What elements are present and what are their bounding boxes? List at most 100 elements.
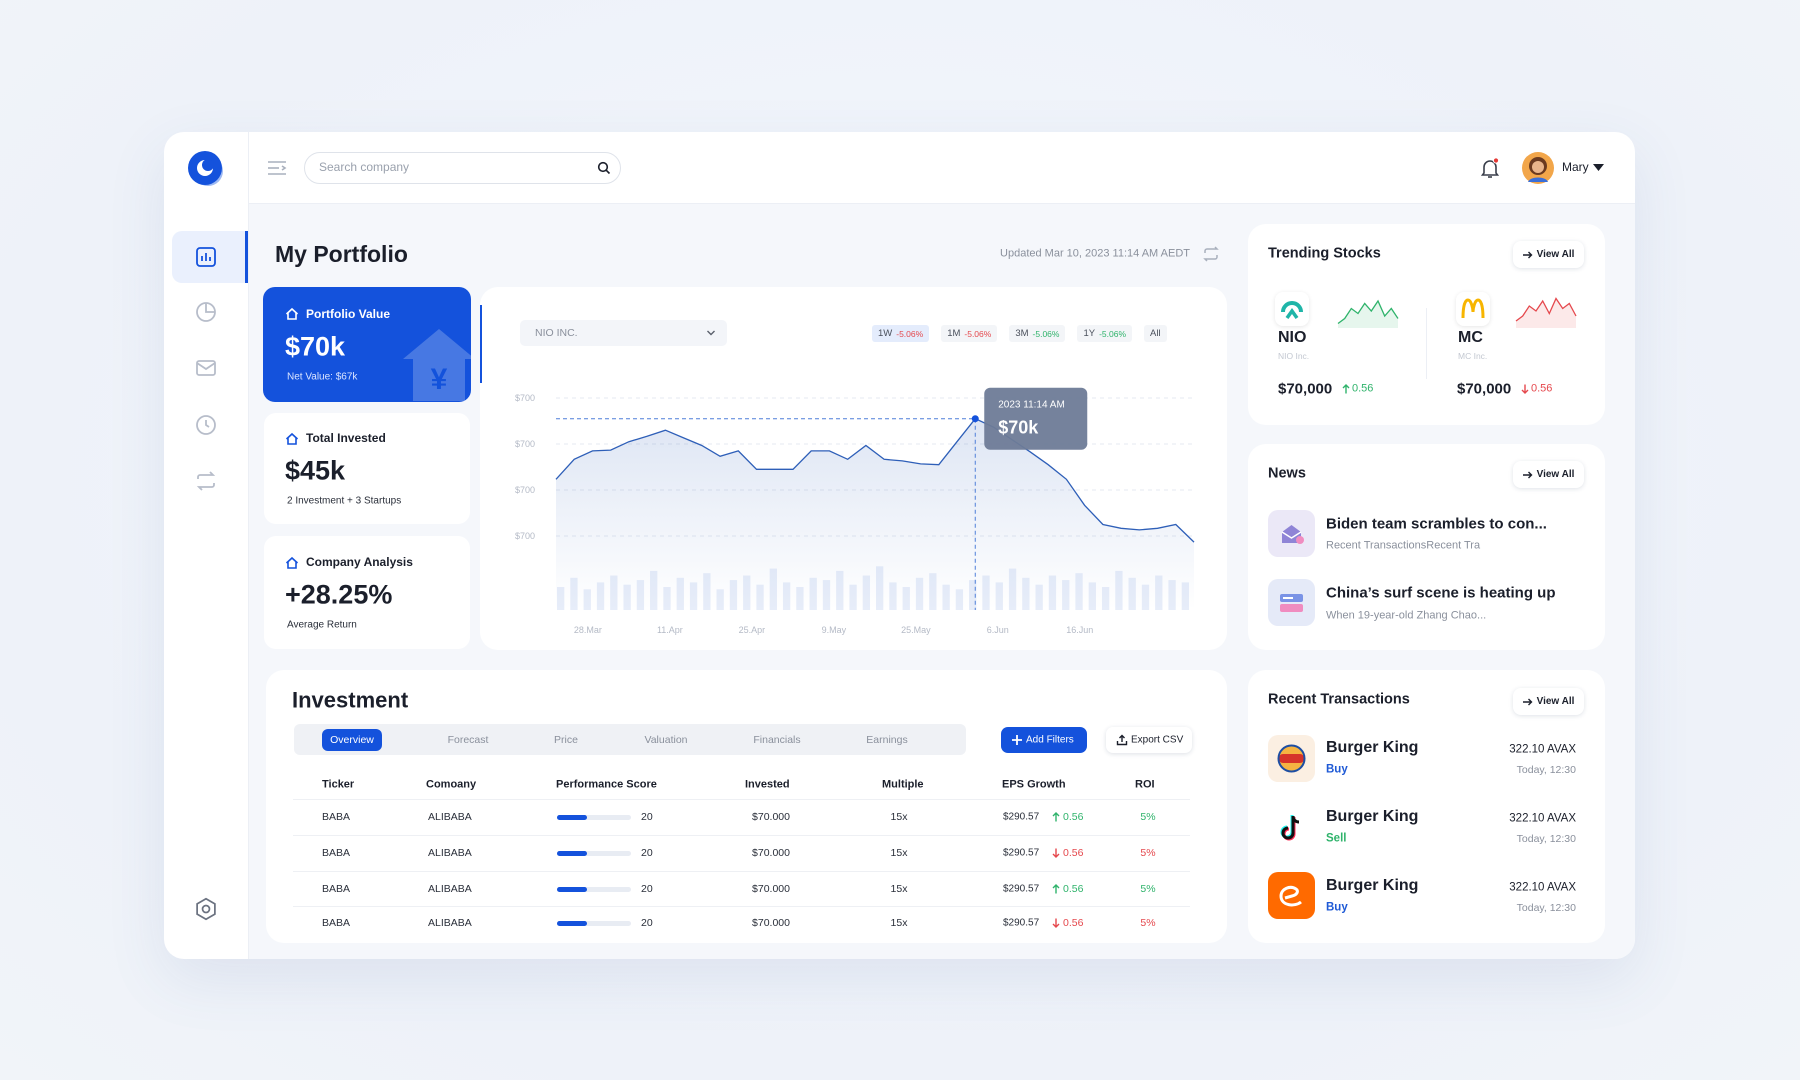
svg-text:¥: ¥: [431, 363, 448, 396]
stock-change: 0.56: [1531, 382, 1553, 395]
cell-eps: $290.57: [1003, 883, 1040, 895]
direction-arrow: [1342, 384, 1350, 394]
cell-ticker: BABA: [322, 916, 351, 929]
transaction-time: Today, 12:30: [1516, 901, 1576, 914]
nav-dashboard[interactable]: [194, 245, 218, 269]
transaction-amount: 322.10 AVAX: [1509, 812, 1576, 825]
y-tick-label: $700: [515, 485, 535, 495]
cell-invested: $70.000: [752, 882, 790, 895]
score-bar: [557, 850, 587, 856]
x-tick-label: 25.May: [901, 625, 931, 635]
nav-analytics[interactable]: [194, 300, 218, 324]
x-tick-label: 28.Mar: [574, 625, 602, 635]
sparkline-line: [1337, 299, 1399, 325]
mc-logo: [1456, 292, 1490, 326]
period-button[interactable]: 1M -5.06%: [941, 325, 998, 342]
row-divider: [293, 906, 1190, 907]
cell-eps: $290.57: [1003, 917, 1040, 929]
card-selector: [480, 305, 482, 383]
price-line: [555, 417, 1195, 543]
score-bar: [557, 814, 587, 820]
direction-arrow: [1052, 918, 1060, 928]
tab[interactable]: Overview: [330, 733, 374, 746]
user-avatar[interactable]: [1522, 152, 1554, 184]
search-icon[interactable]: [597, 161, 611, 175]
direction-arrow: [1052, 812, 1060, 822]
period-button[interactable]: 3M -5.06%: [1009, 325, 1066, 342]
logo[interactable]: [186, 149, 226, 189]
period-button[interactable]: 1W -5.06%: [872, 325, 930, 342]
tab[interactable]: Earnings: [866, 733, 908, 746]
company-analysis-card: [264, 536, 470, 649]
arrow-shape: [1052, 918, 1060, 928]
period-label: 1Y: [1083, 328, 1096, 339]
tab[interactable]: Valuation: [644, 733, 688, 746]
view-all-button[interactable]: View All: [1513, 461, 1584, 488]
sparkline: [1337, 299, 1399, 328]
card-note: Net Value: $67k: [287, 371, 358, 383]
cell-roi: 5%: [1140, 916, 1156, 929]
view-all-label: View All: [1536, 469, 1575, 480]
sparkline: [1515, 297, 1577, 328]
header-divider: [248, 203, 1635, 204]
company-dropdown[interactable]: [520, 320, 727, 346]
view-all-button[interactable]: View All: [1513, 688, 1584, 715]
nav-active-bg: [172, 231, 245, 283]
plus-icon: [1012, 735, 1022, 745]
period-change: -5.06%: [1099, 328, 1127, 339]
nav-transfers[interactable]: [194, 469, 218, 493]
nav-history[interactable]: [194, 413, 218, 437]
row-divider: [293, 799, 1190, 800]
period-label: All: [1150, 328, 1161, 339]
portfolio-watermark: ¥: [403, 329, 471, 401]
nio-logo: [1275, 292, 1309, 326]
portfolio-value-card: ¥: [263, 287, 471, 402]
view-all-label: View All: [1536, 696, 1575, 707]
x-tick-label: 9.May: [822, 625, 847, 635]
button-label: Add Filters: [1026, 734, 1074, 746]
nav-settings[interactable]: [193, 896, 219, 922]
arrow-icon: [1522, 698, 1533, 705]
tab-active-pill: [322, 729, 382, 751]
user-caret[interactable]: [1593, 164, 1604, 172]
arrow-shape: [1052, 884, 1060, 894]
tab[interactable]: Forecast: [447, 733, 489, 746]
tab[interactable]: Financials: [753, 733, 801, 746]
merchant-name[interactable]: Burger King: [1326, 876, 1419, 894]
score-bar: [557, 886, 587, 892]
news-headline[interactable]: China’s surf scene is heating up: [1326, 584, 1556, 602]
view-all-button[interactable]: View All: [1513, 241, 1584, 268]
column-header: EPS Growth: [1002, 778, 1066, 791]
export-icon: [1116, 734, 1128, 746]
cell-score: 20: [641, 916, 653, 929]
menu-toggle[interactable]: [266, 158, 288, 178]
merchant-name[interactable]: Burger King: [1326, 738, 1419, 756]
cell-multiple: 15x: [890, 916, 908, 929]
merchant-name[interactable]: Burger King: [1326, 807, 1419, 825]
period-button[interactable]: All: [1144, 325, 1167, 342]
tab[interactable]: Price: [554, 733, 578, 746]
arrow-icon: [1522, 251, 1533, 258]
news-thumb[interactable]: [1268, 510, 1315, 557]
nav-active-bar: [245, 231, 248, 283]
refresh[interactable]: [1202, 245, 1220, 263]
tab-bar: [294, 724, 966, 755]
news-thumb[interactable]: [1268, 579, 1315, 626]
export-csv-button[interactable]: [1106, 727, 1192, 753]
card-label: Portfolio Value: [306, 307, 391, 322]
card-note: 2 Investment + 3 Startups: [287, 495, 402, 507]
score-track: [557, 920, 631, 926]
user-name[interactable]: Mary: [1562, 160, 1589, 175]
mc-mark: [1461, 298, 1485, 319]
cell-roi: 5%: [1140, 810, 1156, 823]
notifications[interactable]: [1479, 156, 1501, 180]
nav-messages[interactable]: [194, 356, 218, 380]
search-box[interactable]: [304, 152, 621, 184]
cell-company: ALIBABA: [428, 882, 472, 895]
news-headline[interactable]: Biden team scrambles to con...: [1326, 515, 1547, 533]
transaction-time: Today, 12:30: [1516, 763, 1576, 776]
cell-roi: 5%: [1140, 846, 1156, 859]
period-button[interactable]: 1Y -5.06%: [1077, 325, 1133, 342]
news-title: News: [1268, 465, 1306, 482]
